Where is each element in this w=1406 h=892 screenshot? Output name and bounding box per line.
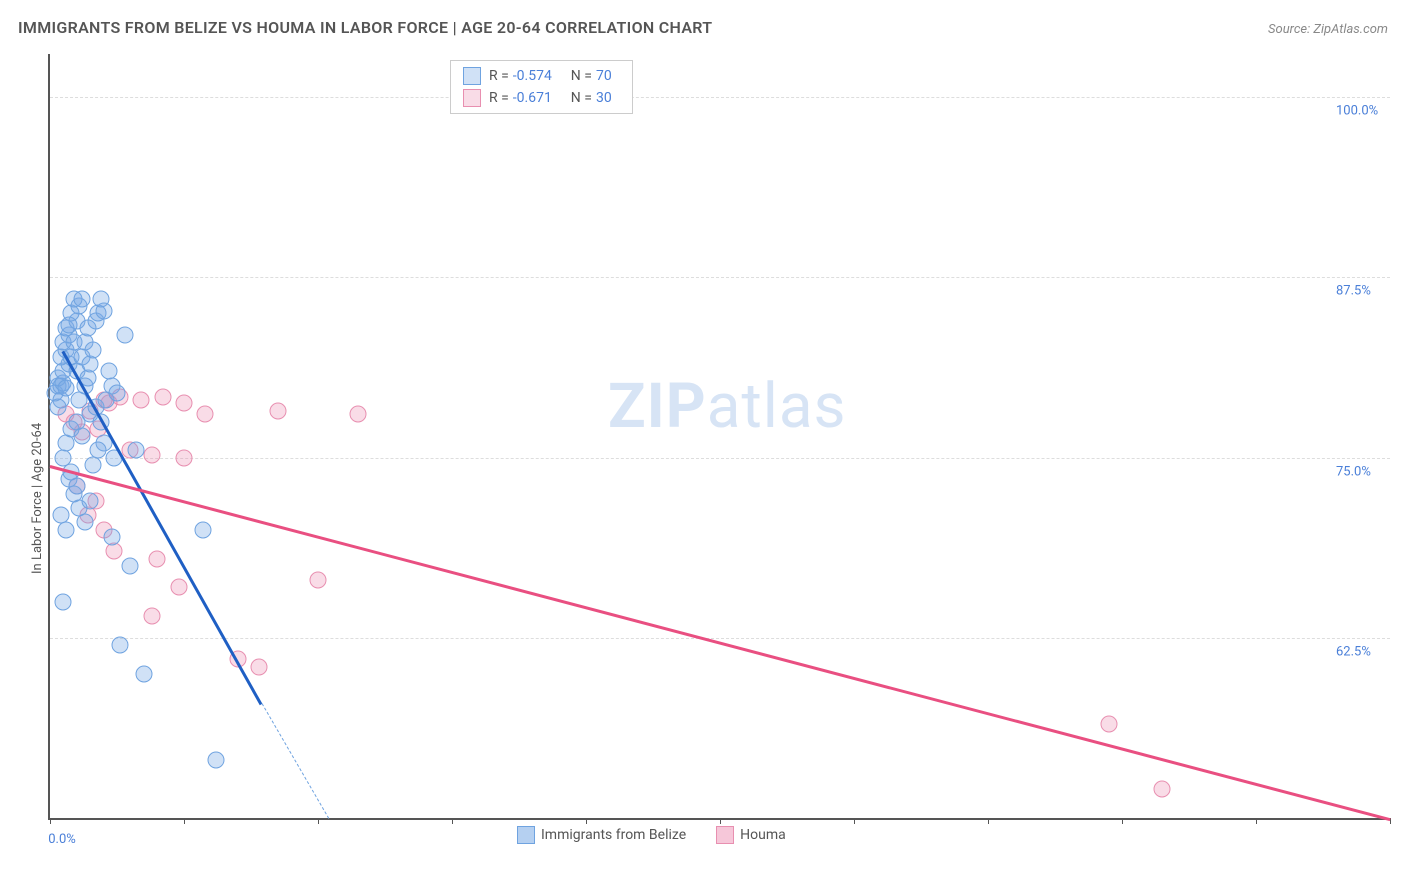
series-legend: Immigrants from Belize Houma <box>517 826 786 844</box>
x-tick <box>720 818 721 824</box>
legend-row-belize: R =-0.574 N =70 <box>463 67 620 85</box>
scatter-point-houma <box>251 658 268 675</box>
scatter-point-belize <box>60 317 77 334</box>
scatter-point-houma <box>143 608 160 625</box>
scatter-point-belize <box>111 637 128 654</box>
n-label: N = <box>571 68 592 84</box>
n-value: 70 <box>596 68 620 84</box>
scatter-point-belize <box>103 528 120 545</box>
scatter-point-belize <box>109 384 126 401</box>
x-tick-label: 0.0% <box>48 832 76 847</box>
plot-area <box>48 54 1390 820</box>
scatter-point-belize <box>82 355 99 372</box>
x-tick <box>854 818 855 824</box>
scatter-point-houma <box>310 572 327 589</box>
gridline-h <box>50 638 1390 639</box>
scatter-point-belize <box>100 363 117 380</box>
n-value: 30 <box>596 90 620 106</box>
scatter-point-belize <box>58 521 75 538</box>
legend-swatch <box>716 826 734 844</box>
trend-line <box>261 703 329 819</box>
scatter-point-houma <box>149 550 166 567</box>
correlation-legend: R =-0.574 N =70 R =-0.671 N =30 <box>450 60 633 114</box>
n-label: N = <box>571 90 592 106</box>
legend-item: Houma <box>716 826 786 844</box>
x-tick <box>318 818 319 824</box>
scatter-point-houma <box>1154 781 1171 798</box>
gridline-h <box>50 277 1390 278</box>
r-value: -0.671 <box>513 90 563 106</box>
scatter-point-houma <box>176 394 193 411</box>
x-tick <box>1256 818 1257 824</box>
x-tick <box>452 818 453 824</box>
x-tick <box>50 818 51 824</box>
gridline-h <box>50 97 1390 98</box>
legend-row-houma: R =-0.671 N =30 <box>463 89 620 107</box>
scatter-point-belize <box>82 492 99 509</box>
legend-item: Immigrants from Belize <box>517 826 686 844</box>
scatter-point-houma <box>176 449 193 466</box>
scatter-point-houma <box>1100 716 1117 733</box>
y-tick-label: 87.5% <box>1336 284 1371 299</box>
y-tick-label: 62.5% <box>1336 644 1371 659</box>
chart-title: IMMIGRANTS FROM BELIZE VS HOUMA IN LABOR… <box>18 18 712 37</box>
y-tick-label: 75.0% <box>1336 464 1371 479</box>
y-tick-label: 100.0% <box>1336 104 1378 119</box>
r-value: -0.574 <box>513 68 563 84</box>
scatter-point-belize <box>92 291 109 308</box>
x-tick <box>586 818 587 824</box>
x-tick <box>1390 818 1391 824</box>
scatter-point-belize <box>74 291 91 308</box>
r-label: R = <box>489 68 509 84</box>
scatter-point-belize <box>74 428 91 445</box>
scatter-point-belize <box>117 327 134 344</box>
x-tick <box>1122 818 1123 824</box>
source-label: Source: ZipAtlas.com <box>1268 22 1388 37</box>
trend-line <box>50 465 1391 821</box>
scatter-point-houma <box>133 391 150 408</box>
scatter-point-belize <box>127 442 144 459</box>
r-label: R = <box>489 90 509 106</box>
title-bar: IMMIGRANTS FROM BELIZE VS HOUMA IN LABOR… <box>18 18 1388 37</box>
legend-label: Immigrants from Belize <box>541 827 686 843</box>
scatter-point-belize <box>76 514 93 531</box>
scatter-point-houma <box>197 406 214 423</box>
scatter-point-belize <box>84 341 101 358</box>
legend-swatch <box>463 89 481 107</box>
scatter-point-belize <box>135 665 152 682</box>
scatter-point-belize <box>208 752 225 769</box>
scatter-point-houma <box>106 543 123 560</box>
scatter-point-belize <box>55 593 72 610</box>
scatter-point-houma <box>170 579 187 596</box>
scatter-point-belize <box>84 456 101 473</box>
scatter-point-houma <box>154 389 171 406</box>
scatter-point-houma <box>350 406 367 423</box>
legend-label: Houma <box>740 827 786 843</box>
scatter-point-belize <box>122 557 139 574</box>
x-tick <box>988 818 989 824</box>
x-tick <box>184 818 185 824</box>
scatter-point-belize <box>50 399 67 416</box>
y-axis-title: In Labor Force | Age 20-64 <box>30 422 45 573</box>
scatter-point-belize <box>194 521 211 538</box>
legend-swatch <box>517 826 535 844</box>
scatter-point-houma <box>269 403 286 420</box>
gridline-h <box>50 458 1390 459</box>
legend-swatch <box>463 67 481 85</box>
scatter-point-houma <box>143 446 160 463</box>
